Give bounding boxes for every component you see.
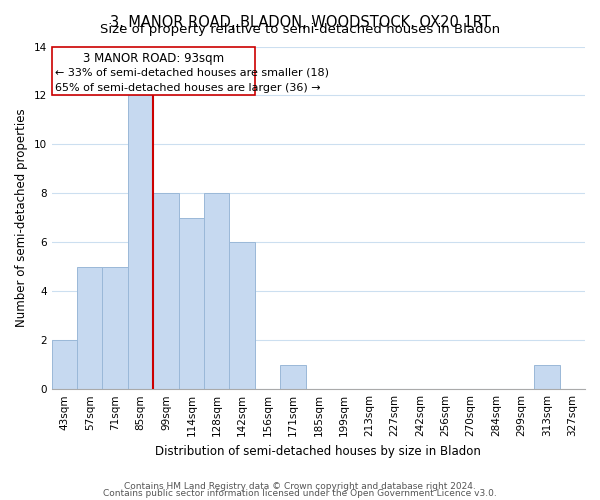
Bar: [179, 218, 204, 389]
Y-axis label: Number of semi-detached properties: Number of semi-detached properties: [15, 108, 28, 327]
Bar: [103, 267, 128, 389]
Bar: [52, 340, 77, 389]
Bar: [204, 194, 229, 389]
Text: Size of property relative to semi-detached houses in Bladon: Size of property relative to semi-detach…: [100, 22, 500, 36]
Text: 3, MANOR ROAD, BLADON, WOODSTOCK, OX20 1RT: 3, MANOR ROAD, BLADON, WOODSTOCK, OX20 1…: [110, 15, 490, 30]
Text: Contains HM Land Registry data © Crown copyright and database right 2024.: Contains HM Land Registry data © Crown c…: [124, 482, 476, 491]
Bar: [229, 242, 255, 389]
Bar: [280, 364, 305, 389]
X-axis label: Distribution of semi-detached houses by size in Bladon: Distribution of semi-detached houses by …: [155, 444, 481, 458]
Text: ← 33% of semi-detached houses are smaller (18): ← 33% of semi-detached houses are smalle…: [55, 67, 329, 77]
Bar: [128, 96, 153, 389]
Bar: [77, 267, 103, 389]
Text: 65% of semi-detached houses are larger (36) →: 65% of semi-detached houses are larger (…: [55, 83, 321, 93]
Text: 3 MANOR ROAD: 93sqm: 3 MANOR ROAD: 93sqm: [83, 52, 224, 65]
Bar: [153, 194, 179, 389]
Bar: [534, 364, 560, 389]
Text: Contains public sector information licensed under the Open Government Licence v3: Contains public sector information licen…: [103, 489, 497, 498]
FancyBboxPatch shape: [52, 46, 255, 96]
